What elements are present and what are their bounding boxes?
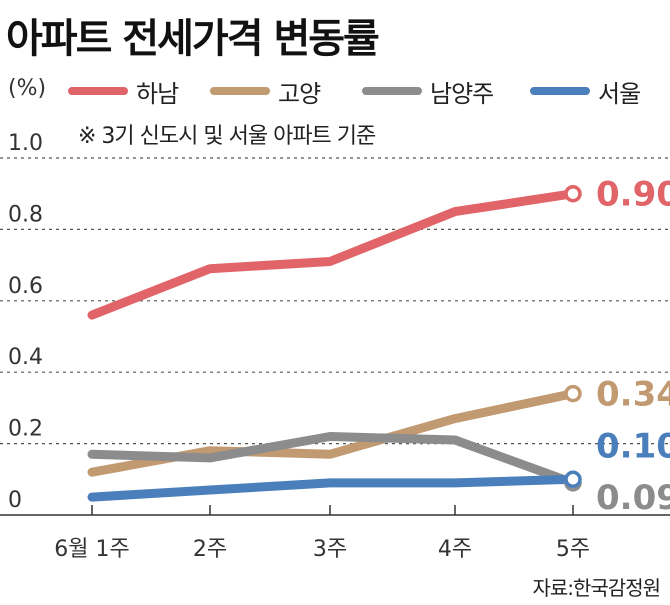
- legend-item-hanam: 하남: [68, 76, 179, 108]
- legend-swatch-namyangju: [362, 87, 422, 95]
- chart-note: ※ 3기 신도시 및 서울 아파트 기준: [78, 124, 376, 149]
- legend-item-goyang: 고양: [210, 76, 321, 108]
- x-tick-label: 6월 1주: [54, 537, 129, 562]
- y-tick-label: 0: [8, 488, 22, 513]
- legend-label-seoul: 서울: [598, 79, 641, 108]
- series-line-0: [87, 189, 578, 320]
- series-line-2: [87, 432, 578, 488]
- series-end-marker-3: [564, 470, 582, 489]
- y-unit-label: (%): [8, 76, 47, 101]
- y-tick-label: 0.2: [8, 417, 43, 442]
- legend-item-namyangju: 남양주: [362, 76, 494, 108]
- series-end-label-0: 0.90: [596, 175, 670, 215]
- legend-label-namyangju: 남양주: [430, 79, 494, 108]
- legend-swatch-hanam: [68, 87, 128, 95]
- y-tick-label: 0.4: [8, 345, 43, 370]
- x-tick-label: 4주: [438, 537, 472, 562]
- y-tick-label: 0.8: [8, 202, 43, 227]
- legend-item-seoul: 서울: [530, 76, 641, 108]
- series-end-marker-0: [564, 184, 582, 203]
- x-tick-label: 3주: [313, 537, 347, 562]
- series-end-marker-1: [564, 384, 582, 403]
- legend-label-goyang: 고양: [278, 79, 321, 108]
- x-tick-label: 5주: [556, 537, 590, 562]
- legend-swatch-goyang: [210, 87, 270, 95]
- series-end-label-2: 0.09: [596, 478, 670, 518]
- legend-swatch-seoul: [530, 87, 590, 95]
- y-tick-label: 0.6: [8, 274, 43, 299]
- series-line-3: [87, 474, 578, 502]
- legend-label-hanam: 하남: [136, 79, 179, 108]
- x-tick-label: 2주: [193, 537, 227, 562]
- chart-title: 아파트 전세가격 변동률: [6, 16, 380, 62]
- y-tick-label: 1.0: [8, 131, 43, 156]
- source-label: 자료:한국감정원: [532, 576, 661, 600]
- series-end-label-1: 0.34: [596, 375, 670, 415]
- series-end-label-3: 0.10: [596, 426, 670, 466]
